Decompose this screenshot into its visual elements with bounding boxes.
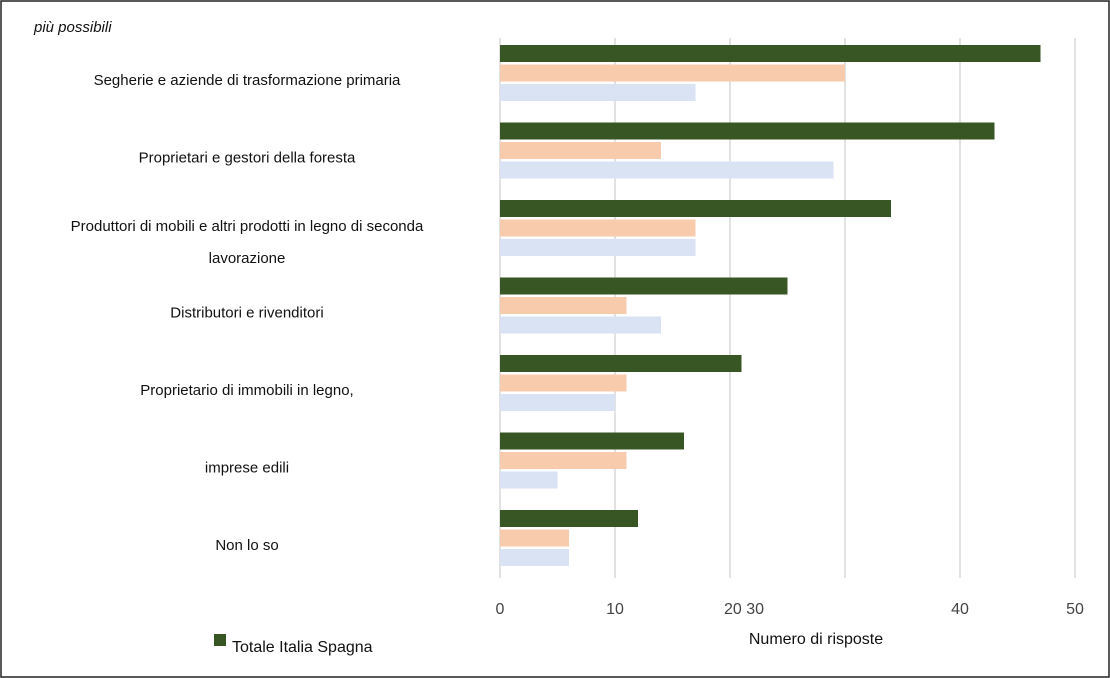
bar-totale-1 [500,122,995,140]
bar-totale-3 [500,277,788,295]
legend: Totale Italia Spagna [214,634,373,656]
bar-italia-3 [500,297,627,314]
bar-spagna-5 [500,471,558,489]
bar-italia-4 [500,374,627,392]
bar-italia-6 [500,529,569,547]
x-tick-label-2: 20 30 [724,601,764,618]
category-label-2-line-1: lavorazione [209,250,286,267]
bar-totale-4 [500,355,742,372]
x-tick-labels: 0 10 20 30 40 50 [496,601,1084,618]
bar-totale-0 [500,45,1041,62]
x-tick-label-0: 0 [496,601,505,618]
legend-swatch-totale [214,634,226,646]
x-tick-label-1: 10 [606,601,624,618]
bar-italia-0 [500,64,845,82]
category-label-1: Proprietari e gestori della foresta [139,150,356,167]
bar-italia-1 [500,142,661,159]
category-label-6: Non lo so [215,537,278,554]
x-tick-label-4: 50 [1066,601,1084,618]
legend-text: Totale Italia Spagna [232,639,373,656]
bar-totale-2 [500,200,891,217]
category-label-3: Distributori e rivenditori [170,305,323,322]
bar-spagna-1 [500,161,834,179]
bar-spagna-0 [500,84,696,101]
category-label-0: Segherie e aziende di trasformazione pri… [94,72,401,89]
bar-totale-5 [500,432,684,450]
bar-totale-6 [500,510,638,527]
bars [500,45,1041,566]
bar-spagna-4 [500,394,615,411]
category-label-4: Proprietario di immobili in legno, [140,382,353,399]
category-labels: Segherie e aziende di trasformazione pri… [71,72,424,554]
bar-spagna-3 [500,316,661,334]
bar-italia-2 [500,219,696,237]
x-axis-title: Numero di risposte [749,631,883,648]
bar-italia-5 [500,452,627,469]
x-tick-label-3: 40 [951,601,969,618]
bar-spagna-6 [500,549,569,566]
bar-spagna-2 [500,239,696,256]
category-label-5: imprese edili [205,460,289,477]
category-label-2-line-0: Produttori di mobili e altri prodotti in… [71,218,424,235]
chart-subtitle: più possibili [33,19,112,36]
